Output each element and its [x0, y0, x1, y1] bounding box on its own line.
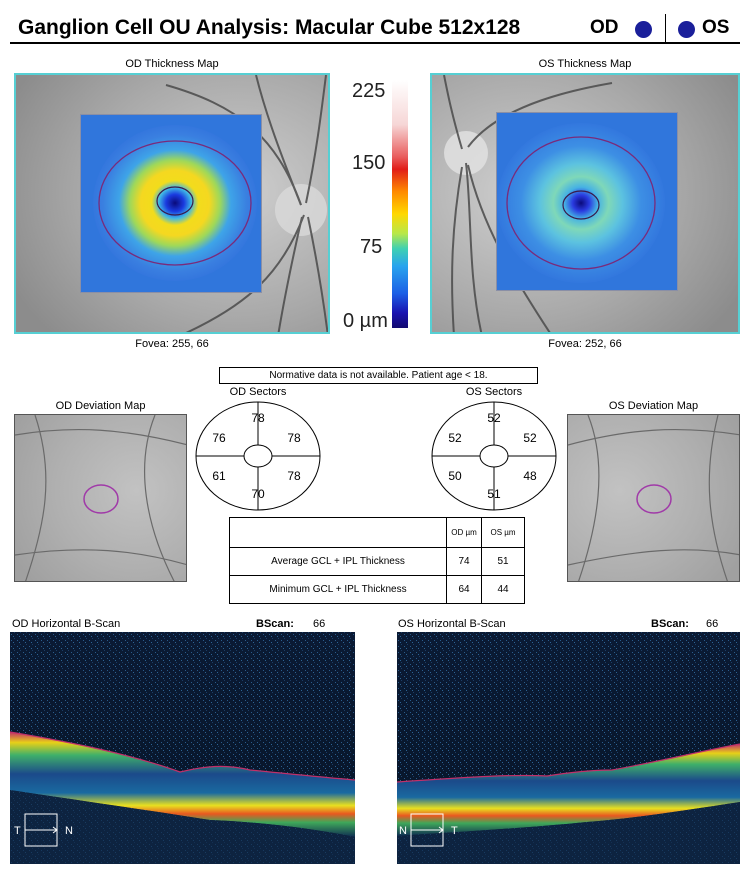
os-eye-label: OS: [702, 17, 730, 38]
scale-label-225: 225: [352, 80, 386, 102]
os-bscan-right-direction: T: [451, 825, 458, 837]
header-divider: [665, 14, 666, 44]
od-sector-superior: 78: [251, 411, 265, 425]
os-sector-inferior-temporal: 50: [448, 469, 462, 483]
od-fovea-label: Fovea: 255, 66: [135, 338, 209, 350]
os-sector-inferior: 51: [487, 487, 501, 501]
scale-label-75: 75: [360, 236, 383, 258]
od-bscan-image: T N: [10, 632, 355, 864]
table-row-od-value: 64: [446, 575, 482, 604]
thickness-color-scale: [392, 80, 408, 328]
os-sector-inferior-nasal: 48: [523, 469, 537, 483]
os-thickness-map: [430, 73, 740, 334]
table-row-od-value: 74: [446, 547, 482, 576]
od-sector-superior-nasal: 78: [287, 431, 301, 445]
od-eye-label: OD: [590, 17, 619, 38]
table-row: Minimum GCL + IPL Thickness 64 44: [229, 575, 525, 604]
od-thickness-map-title: OD Thickness Map: [125, 58, 219, 70]
os-sector-superior: 52: [487, 411, 501, 425]
od-bscan-left-direction: T: [14, 825, 21, 837]
os-thickness-map-title: OS Thickness Map: [538, 58, 632, 70]
table-header-os: OS µm: [481, 517, 525, 548]
table-corner-cell: [229, 517, 447, 548]
os-sector-superior-nasal: 52: [523, 431, 537, 445]
od-eye-dot-icon: [635, 21, 652, 38]
os-bscan-label: BScan:: [651, 618, 689, 630]
od-sector-inferior: 70: [251, 487, 265, 501]
os-sectors-chart: 52 52 48 51 50 52: [431, 401, 557, 511]
od-bscan-number: BScan: 66: [256, 618, 325, 630]
table-row: Average GCL + IPL Thickness 74 51: [229, 547, 525, 576]
od-sector-inferior-nasal: 78: [287, 469, 301, 483]
report-title: Ganglion Cell OU Analysis: Macular Cube …: [18, 16, 521, 39]
table-row-os-value: 51: [481, 547, 525, 576]
od-deviation-map-title: OD Deviation Map: [55, 400, 146, 412]
os-bscan-title: OS Horizontal B-Scan: [398, 618, 506, 630]
gcl-ipl-thickness-table: OD µm OS µm Average GCL + IPL Thickness …: [229, 517, 525, 604]
od-bscan-title: OD Horizontal B-Scan: [12, 618, 121, 630]
os-deviation-map-title: OS Deviation Map: [608, 400, 699, 412]
table-row-label: Average GCL + IPL Thickness: [229, 547, 447, 576]
scale-label-0: 0 µm: [343, 310, 388, 332]
os-sectors-title: OS Sectors: [465, 386, 523, 398]
od-sector-superior-temporal: 76: [212, 431, 226, 445]
os-thickness-heatmap: [496, 112, 678, 291]
table-header-od: OD µm: [446, 517, 482, 548]
os-bscan-value: 66: [705, 618, 719, 630]
os-deviation-map: [567, 414, 740, 582]
od-sectors-title: OD Sectors: [229, 386, 287, 398]
os-bscan-left-direction: N: [399, 825, 407, 837]
normative-data-notice: Normative data is not available. Patient…: [219, 367, 538, 384]
od-sector-inferior-temporal: 61: [212, 469, 226, 483]
od-thickness-heatmap: [80, 114, 262, 293]
table-row-label: Minimum GCL + IPL Thickness: [229, 575, 447, 604]
table-row-os-value: 44: [481, 575, 525, 604]
os-deviation-image: [568, 415, 739, 581]
od-bscan-label: BScan:: [256, 618, 294, 630]
report-header: Ganglion Cell OU Analysis: Macular Cube …: [10, 8, 740, 44]
os-bscan-number: BScan: 66: [651, 618, 718, 630]
od-sectors-chart: 78 78 78 70 61 76: [195, 401, 321, 511]
os-fovea-label: Fovea: 252, 66: [548, 338, 622, 350]
od-deviation-image: [15, 415, 186, 581]
scale-label-150: 150: [352, 152, 386, 174]
od-deviation-map: [14, 414, 187, 582]
od-bscan-right-direction: N: [65, 825, 73, 837]
os-bscan-image: N T: [397, 632, 740, 864]
od-thickness-map: [14, 73, 330, 334]
os-eye-dot-icon: [678, 21, 695, 38]
os-sector-superior-temporal: 52: [448, 431, 462, 445]
od-bscan-value: 66: [312, 618, 326, 630]
